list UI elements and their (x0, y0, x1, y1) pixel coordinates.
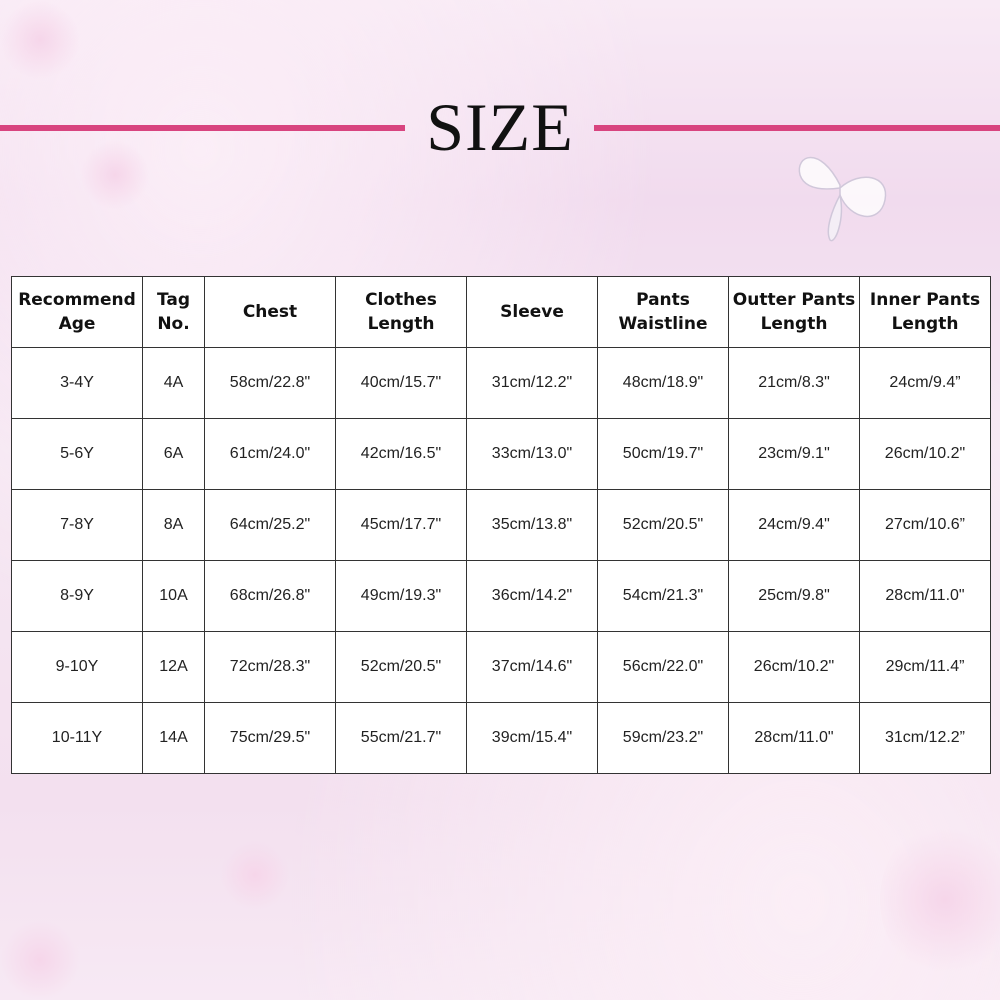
column-header-sleeve: Sleeve (466, 276, 598, 348)
column-header-line: Outter Pants (732, 290, 856, 310)
cell-recommend-age: 5-6Y (11, 418, 143, 490)
cell-sleeve: 36cm/14.2" (466, 560, 598, 632)
cell-inner-pants-length: 29cm/11.4” (859, 631, 991, 703)
table-row: 9-10Y 12A 72cm/28.3" 52cm/20.5" 37cm/14.6" 56… (11, 631, 991, 703)
cell-inner-pants-length: 26cm/10.2" (859, 418, 991, 490)
cell-recommend-age: 7-8Y (11, 489, 143, 561)
background-flower (80, 140, 150, 210)
cell-chest: 72cm/28.3" (204, 631, 336, 703)
column-header-line: No. (157, 314, 190, 334)
background-flower (0, 920, 80, 1000)
cell-pants-waistline: 56cm/22.0" (597, 631, 729, 703)
cell-inner-pants-length: 31cm/12.2” (859, 702, 991, 774)
column-header-line: Age (58, 314, 96, 334)
cell-clothes-length: 49cm/19.3" (335, 560, 467, 632)
column-header-line: Length (367, 314, 435, 334)
cell-recommend-age: 9-10Y (11, 631, 143, 703)
column-header-line: Pants (636, 290, 690, 310)
cell-pants-waistline: 48cm/18.9" (597, 347, 729, 419)
page-title: SIZE (426, 89, 574, 165)
column-header-pants-waistline: Pants Waistline (597, 276, 729, 348)
cell-outter-pants-length: 23cm/9.1" (728, 418, 860, 490)
butterfly-decoration (798, 156, 887, 242)
cell-sleeve: 35cm/13.8" (466, 489, 598, 561)
column-header-tag-no: Tag No. (142, 276, 205, 348)
cell-tag-no: 10A (142, 560, 205, 632)
column-header-recommend-age: Recommend Age (11, 276, 143, 348)
cell-sleeve: 39cm/15.4" (466, 702, 598, 774)
table-row: 7-8Y 8A 64cm/25.2" 45cm/17.7" 35cm/13.8" 52cm… (11, 489, 991, 561)
column-header-line: Waistline (618, 314, 708, 334)
cell-sleeve: 33cm/13.0" (466, 418, 598, 490)
table-row: 10-11Y 14A 75cm/29.5" 55cm/21.7" 39cm/15.4" 5… (11, 702, 991, 774)
column-header-line: Clothes (365, 290, 437, 310)
column-header-line: Tag (156, 290, 191, 310)
cell-tag-no: 14A (142, 702, 205, 774)
cell-tag-no: 4A (142, 347, 205, 419)
cell-pants-waistline: 59cm/23.2" (597, 702, 729, 774)
background-flower (880, 820, 1000, 980)
cell-chest: 68cm/26.8" (204, 560, 336, 632)
column-header-line: Recommend (18, 290, 136, 310)
cell-recommend-age: 3-4Y (11, 347, 143, 419)
cell-pants-waistline: 50cm/19.7" (597, 418, 729, 490)
cell-tag-no: 12A (142, 631, 205, 703)
table-row: 3-4Y 4A 58cm/22.8" 40cm/15.7" 31cm/12.2" 48cm… (11, 347, 991, 419)
table-row: 5-6Y 6A 61cm/24.0" 42cm/16.5" 33cm/13.0" 50cm… (11, 418, 991, 490)
cell-outter-pants-length: 24cm/9.4" (728, 489, 860, 561)
cell-clothes-length: 40cm/15.7" (335, 347, 467, 419)
column-header-outter-pants-length: Outter Pants Length (728, 276, 860, 348)
column-header-clothes-length: Clothes Length (335, 276, 467, 348)
cell-inner-pants-length: 24cm/9.4” (859, 347, 991, 419)
cell-outter-pants-length: 28cm/11.0" (728, 702, 860, 774)
cell-outter-pants-length: 21cm/8.3" (728, 347, 860, 419)
title-rule-left (0, 125, 405, 131)
background-flower (220, 840, 290, 910)
column-header-chest: Chest (204, 276, 336, 348)
cell-chest: 75cm/29.5" (204, 702, 336, 774)
cell-outter-pants-length: 26cm/10.2" (728, 631, 860, 703)
column-header-line: Inner Pants (869, 290, 981, 310)
column-header-line: Sleeve (500, 302, 564, 322)
cell-recommend-age: 8-9Y (11, 560, 143, 632)
size-chart-table: Recommend Age Tag No. Chest Clothes Length Slee… (11, 276, 991, 774)
cell-chest: 58cm/22.8" (204, 347, 336, 419)
table-header-row: Recommend Age Tag No. Chest Clothes Length Slee… (11, 276, 991, 348)
cell-tag-no: 6A (142, 418, 205, 490)
cell-outter-pants-length: 25cm/9.8" (728, 560, 860, 632)
cell-sleeve: 31cm/12.2" (466, 347, 598, 419)
column-header-inner-pants-length: Inner Pants Length (859, 276, 991, 348)
cell-chest: 64cm/25.2" (204, 489, 336, 561)
column-header-line: Length (891, 314, 959, 334)
cell-chest: 61cm/24.0" (204, 418, 336, 490)
column-header-line: Chest (242, 302, 298, 322)
cell-clothes-length: 52cm/20.5" (335, 631, 467, 703)
table-row: 8-9Y 10A 68cm/26.8" 49cm/19.3" 36cm/14.2" 54c… (11, 560, 991, 632)
cell-inner-pants-length: 28cm/11.0" (859, 560, 991, 632)
cell-clothes-length: 55cm/21.7" (335, 702, 467, 774)
title-rule-right (594, 125, 1000, 131)
cell-clothes-length: 45cm/17.7" (335, 489, 467, 561)
cell-pants-waistline: 52cm/20.5" (597, 489, 729, 561)
background-flower (0, 0, 80, 80)
cell-pants-waistline: 54cm/21.3" (597, 560, 729, 632)
cell-tag-no: 8A (142, 489, 205, 561)
cell-clothes-length: 42cm/16.5" (335, 418, 467, 490)
column-header-line: Length (760, 314, 828, 334)
cell-recommend-age: 10-11Y (11, 702, 143, 774)
cell-sleeve: 37cm/14.6" (466, 631, 598, 703)
cell-inner-pants-length: 27cm/10.6” (859, 489, 991, 561)
